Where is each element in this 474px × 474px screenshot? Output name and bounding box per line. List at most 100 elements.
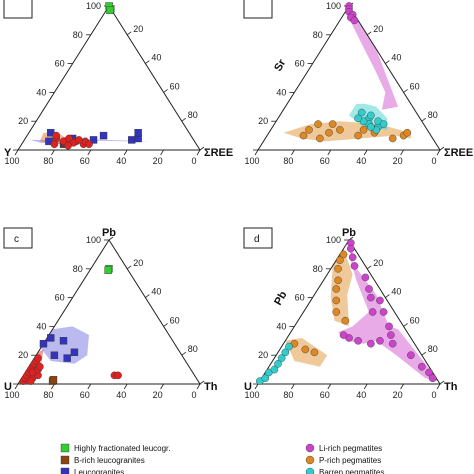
tick-label-left: 60: [295, 293, 305, 303]
tick-bottom: [160, 383, 164, 390]
tick-label-bottom: 20: [153, 390, 163, 400]
tick-label-bottom: 40: [116, 156, 126, 166]
point-barren-pegmatites: [270, 365, 279, 374]
tick-bottom: [87, 383, 92, 390]
tick-bottom: [291, 383, 295, 390]
panel-label: c: [14, 234, 19, 245]
region-li-rich-pegmatites: [347, 6, 399, 110]
vertex-label-top: Pb: [102, 227, 116, 239]
tick-label-bottom: 40: [356, 390, 366, 400]
ternary-frame: [257, 5, 441, 151]
point-p-rich-pegmatites: [339, 250, 348, 259]
point-barren-pegmatites: [285, 342, 293, 351]
axis-label-left: Sr: [272, 57, 289, 74]
point-p-rich-pegmatites: [301, 345, 310, 354]
point-leucogranites: [134, 129, 142, 137]
tick-label-right: 60: [410, 315, 420, 325]
tick-bottom: [291, 149, 295, 156]
tick-label-left: 80: [73, 264, 83, 274]
vertex-label-bottom-left: U: [244, 381, 252, 393]
tick-label-bottom: 60: [80, 390, 90, 400]
point-p-rich-pegmatites: [332, 308, 341, 316]
ternary-frame: [17, 5, 201, 151]
tick-right: [199, 380, 205, 385]
legend-swatch: [60, 455, 70, 465]
vertex-label-left: Y: [4, 147, 12, 159]
tick-label-right: 20: [133, 258, 143, 268]
tick-label-left: 60: [295, 59, 305, 69]
point-li-rich-pegmatites: [350, 16, 359, 25]
tick-bottom: [160, 149, 164, 156]
point-li-rich-pegmatites: [339, 331, 348, 339]
legend-swatch: [60, 467, 70, 474]
point-li-rich-pegmatites: [376, 336, 384, 345]
tick-right: [199, 146, 205, 151]
tick-right: [126, 31, 132, 36]
panel-label-box: [243, 227, 273, 249]
point-leucogranites: [99, 131, 108, 140]
tick-bottom: [436, 383, 441, 390]
tick-label-bottom: 60: [320, 156, 330, 166]
panel-label-box: [3, 227, 33, 249]
tick-label-bottom: 100: [244, 390, 259, 400]
tick-bottom: [400, 149, 404, 156]
vertex-label-right: Th: [204, 381, 218, 393]
tick-bottom: [87, 149, 92, 156]
point-highly-fractionated-leucogr-red: [26, 377, 35, 385]
legend-item: Barren pegmatites: [305, 467, 384, 474]
tick-bottom: [14, 383, 19, 390]
tick-bottom: [51, 149, 55, 156]
point-p-rich-pegmatites: [332, 296, 341, 305]
tick-label-right: 40: [151, 53, 161, 63]
point-p-rich-pegmatites: [314, 120, 322, 128]
tick-right: [421, 117, 427, 122]
tick-label-bottom: 60: [80, 156, 90, 166]
point-barren-pegmatites: [367, 123, 375, 131]
point-highly-fractionated-leucogr-red: [75, 136, 83, 144]
point-highly-fractionated-leucogr-red: [36, 362, 44, 371]
point-li-rich-pegmatites: [367, 293, 375, 302]
tick-label-left: 40: [276, 321, 286, 331]
tick-right: [385, 60, 390, 64]
point-p-rich-pegmatites: [332, 285, 341, 293]
tick-label-bottom: 0: [431, 156, 436, 166]
region-layer: [258, 240, 439, 384]
point-highly-fractionated-leucogr-red: [114, 371, 122, 380]
tick-label-right: 80: [428, 110, 438, 120]
vertex-label-top: Pb: [342, 227, 356, 239]
point-leucogranites: [89, 136, 98, 144]
legend-swatch: [305, 443, 315, 453]
point-p-rich-pegmatites: [403, 128, 412, 137]
tick-label-left: 60: [55, 59, 65, 69]
ternary-frame: [17, 239, 201, 385]
marker-layer: [45, 2, 142, 150]
point-highly-fractionated-leucogr-red: [50, 140, 59, 149]
tick-bottom: [254, 149, 259, 156]
point-li-rich-pegmatites: [376, 296, 384, 305]
tick-right: [403, 89, 408, 93]
legend-swatch: [305, 467, 315, 474]
point-barren-pegmatites: [261, 374, 270, 383]
legend-label: P-rich pegmatites: [319, 456, 381, 465]
tick-bottom: [196, 383, 201, 390]
point-p-rich-pegmatites: [336, 256, 344, 264]
tick-label-bottom: 40: [356, 156, 366, 166]
legend-label: Highly fractionated leucogr.: [74, 444, 171, 453]
tick-label-bottom: 40: [116, 390, 126, 400]
legend-pegmatites: Li-rich pegmatites P-rich pegmatites Barre…: [305, 443, 384, 474]
tick-label-left: 40: [276, 87, 286, 97]
point-leucogranites: [59, 337, 68, 345]
tick-right: [439, 146, 445, 151]
point-leucogranites: [50, 351, 59, 359]
point-li-rich-pegmatites: [387, 331, 395, 339]
panel-label: d: [254, 234, 260, 245]
axis-label-left: Pb: [272, 289, 290, 307]
tick-bottom: [327, 383, 332, 390]
ternary-frame: [257, 239, 441, 385]
tick-right: [145, 60, 150, 64]
legend-item: P-rich pegmatites: [305, 455, 381, 465]
legend-label: Barren pegmatites: [319, 468, 384, 474]
point-p-rich-pegmatites: [354, 131, 362, 140]
